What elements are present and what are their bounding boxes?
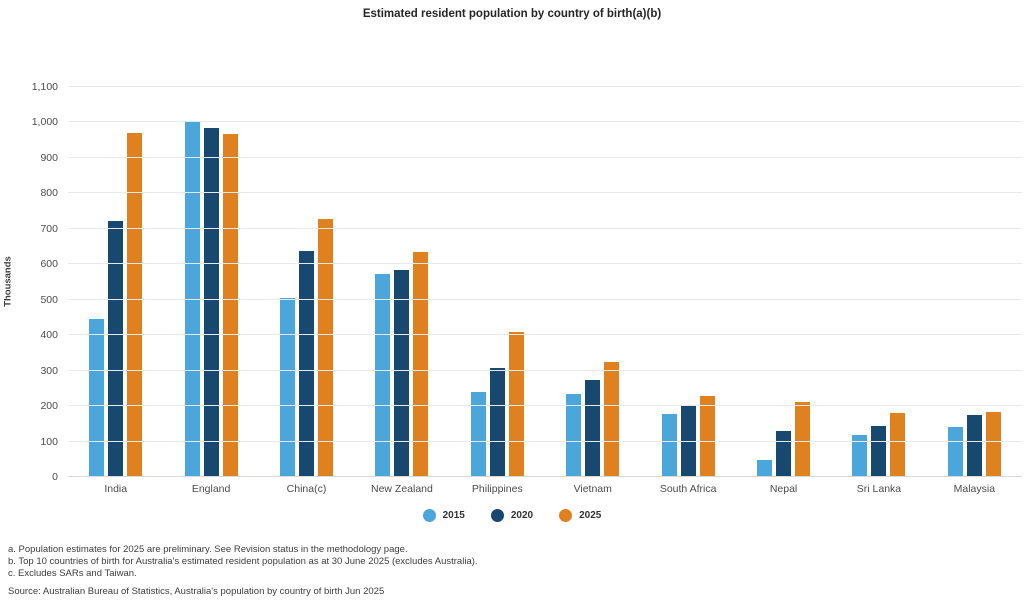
x-axis-label: Vietnam <box>573 483 612 495</box>
y-tick-label: 500 <box>40 293 58 306</box>
bar-group-malaysia <box>927 87 1022 477</box>
footnotes: a. Population estimates for 2025 are pre… <box>8 544 478 581</box>
bar-groups <box>68 87 1022 477</box>
gridline <box>68 263 1022 265</box>
y-tick-label: 1,000 <box>31 116 58 129</box>
gridline <box>68 121 1022 123</box>
legend-item-2020[interactable]: 2020 <box>490 509 534 522</box>
source-note: Source: Australian Bureau of Statistics,… <box>8 586 385 597</box>
legend-swatch-icon <box>422 509 436 522</box>
footnote-c: c. Excludes SARs and Taiwan. <box>8 568 137 580</box>
y-tick-label: 1,100 <box>31 81 58 93</box>
bar-2025[interactable] <box>222 133 238 477</box>
bar-group-india <box>68 87 163 477</box>
bar-group-nepal <box>736 87 831 477</box>
legend-label: 2025 <box>579 510 602 521</box>
bar-2025[interactable] <box>413 252 429 477</box>
y-tick-label: 400 <box>40 329 58 342</box>
x-axis-label: India <box>104 483 128 495</box>
legend-label: 2020 <box>510 510 534 521</box>
legend-swatch-icon <box>490 509 504 522</box>
gridline <box>68 156 1022 158</box>
bar-2025[interactable] <box>604 362 620 477</box>
gridline <box>68 86 1022 87</box>
bar-2025[interactable] <box>318 218 334 477</box>
bar-2020[interactable] <box>585 379 601 477</box>
gridline <box>68 227 1022 229</box>
y-tick-label: 100 <box>40 435 58 448</box>
bar-group-vietnam <box>545 87 640 477</box>
x-axis-label: South Africa <box>659 483 717 495</box>
y-tick-label: 900 <box>40 151 58 164</box>
gridline <box>68 298 1022 300</box>
y-tick-label: 600 <box>40 258 58 271</box>
x-axis-label: China(c) <box>286 483 327 495</box>
bar-2025[interactable] <box>985 412 1001 477</box>
y-tick-label: 300 <box>40 364 58 377</box>
bar-2020[interactable] <box>203 128 219 477</box>
gridline <box>68 334 1022 336</box>
y-tick-label: 700 <box>40 222 58 235</box>
x-axis-label: New Zealand <box>370 483 433 495</box>
bar-2015[interactable] <box>566 394 582 477</box>
legend-item-2025[interactable]: 2025 <box>559 509 601 522</box>
bar-group-china-c- <box>259 87 354 477</box>
x-axis-line <box>68 476 1022 477</box>
x-axis-labels: India England China(c) New Zealand Philippin… <box>68 483 1022 495</box>
bar-2015[interactable] <box>375 274 391 477</box>
legend: 2015 2020 2025 <box>0 509 1024 522</box>
bar-2020[interactable] <box>966 414 982 477</box>
bar-2020[interactable] <box>776 430 792 477</box>
x-axis-label: England <box>191 483 231 495</box>
bar-2015[interactable] <box>661 414 677 477</box>
x-axis-label: Philippines <box>471 483 523 495</box>
bar-2025[interactable] <box>699 395 715 477</box>
bar-2025[interactable] <box>890 412 906 477</box>
bar-2015[interactable] <box>89 319 105 477</box>
y-tick-label: 200 <box>40 400 58 413</box>
bar-2015[interactable] <box>852 434 868 477</box>
y-tick-label: 800 <box>40 187 58 200</box>
bar-2020[interactable] <box>108 221 124 477</box>
x-axis-label: Sri Lanka <box>856 483 902 495</box>
bar-2020[interactable] <box>680 406 696 477</box>
bar-2025[interactable] <box>795 401 811 477</box>
legend-swatch-icon <box>559 509 573 522</box>
bar-2020[interactable] <box>299 251 315 477</box>
y-tick-label: 0 <box>52 471 58 483</box>
bar-2025[interactable] <box>127 133 143 477</box>
bar-2020[interactable] <box>489 368 505 477</box>
footnote-b: b. Top 10 countries of birth for Austral… <box>8 556 478 568</box>
legend-label: 2015 <box>442 510 465 521</box>
bar-2015[interactable] <box>470 392 486 477</box>
gridline <box>68 440 1022 442</box>
gridline <box>68 369 1022 371</box>
gridline <box>68 405 1022 407</box>
bar-2015[interactable] <box>757 459 773 477</box>
bar-2015[interactable] <box>947 426 963 477</box>
footnote-a: a. Population estimates for 2025 are pre… <box>8 544 408 555</box>
x-axis-label: Nepal <box>769 483 798 495</box>
bar-group-new-zealand <box>354 87 449 477</box>
bar-group-sri-lanka <box>831 87 926 477</box>
bar-2020[interactable] <box>871 425 887 477</box>
bar-2020[interactable] <box>394 270 410 477</box>
legend-item-2015[interactable]: 2015 <box>422 509 465 522</box>
bar-group-south-africa <box>640 87 735 477</box>
gridline <box>68 192 1022 194</box>
x-axis-label: Malaysia <box>953 483 996 495</box>
y-axis-ticks: 0 100 200 300 400 500 600 700 800 900 1,000 1,100 <box>0 81 58 483</box>
bar-group-philippines <box>450 87 545 477</box>
plot-area <box>68 86 1022 477</box>
chart-title: Estimated resident population by country… <box>362 8 662 20</box>
bar-2015[interactable] <box>280 297 296 477</box>
bar-group-england <box>163 87 258 477</box>
